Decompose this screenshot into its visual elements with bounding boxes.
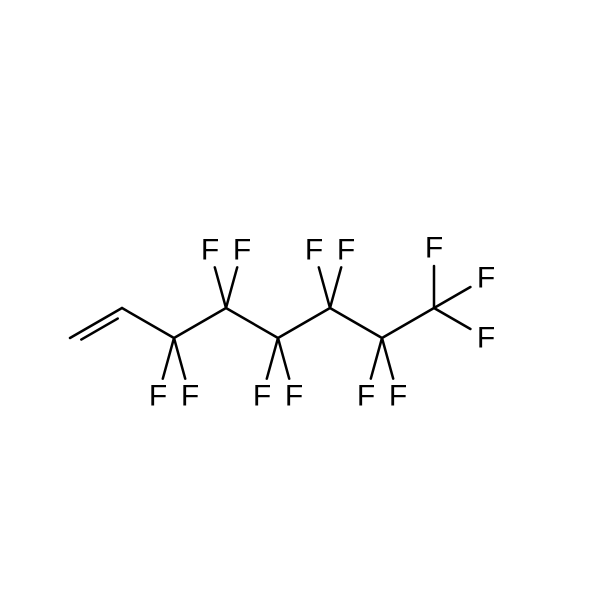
atom-label: F: [285, 380, 303, 413]
atom-label: F: [233, 234, 251, 267]
atom-label: F: [149, 380, 167, 413]
atom-label: F: [477, 322, 495, 355]
atom-label: F: [337, 234, 355, 267]
atom-label: F: [389, 380, 407, 413]
molecule-diagram: FFFFFFFFFFFFF: [0, 0, 600, 600]
atom-label: F: [253, 380, 271, 413]
atom-label: F: [201, 234, 219, 267]
atom-label: F: [181, 380, 199, 413]
atom-label: F: [357, 380, 375, 413]
atom-label: F: [425, 232, 443, 265]
atom-label: F: [477, 262, 495, 295]
atom-label: F: [305, 234, 323, 267]
